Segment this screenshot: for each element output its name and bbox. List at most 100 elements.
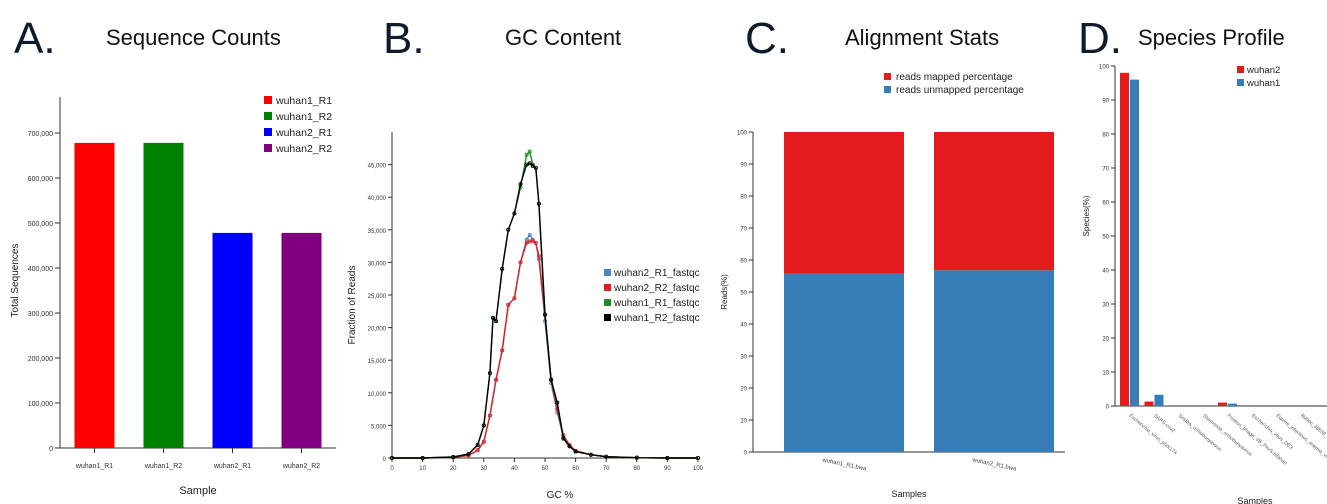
legend-label: wuhan2 — [1246, 65, 1280, 76]
y-tick-label: 40 — [740, 323, 747, 329]
x-tick-label: 10 — [419, 466, 426, 472]
bar — [1130, 79, 1139, 406]
data-point — [512, 211, 517, 216]
bar-mapped — [934, 132, 1054, 271]
data-point — [451, 455, 456, 460]
data-point — [494, 319, 499, 324]
y-tick-label: 700,000 — [28, 131, 53, 138]
legend-swatch — [1237, 66, 1244, 73]
x-axis-label: Sample — [179, 485, 216, 497]
y-tick-label: 45,000 — [368, 164, 387, 170]
legend-label: wuhan2_R1 — [275, 127, 332, 139]
y-tick-label: 50 — [1102, 235, 1109, 241]
data-point — [527, 233, 532, 238]
data-point — [390, 455, 395, 460]
data-point — [561, 436, 566, 441]
y-axis-label: Species(%) — [1082, 195, 1091, 236]
y-tick-label: 15,000 — [368, 359, 387, 365]
x-tick-label: 90 — [664, 466, 671, 472]
x-tick-label: 50 — [542, 466, 549, 472]
chart-title: GC Content — [505, 25, 622, 50]
series-line — [392, 162, 698, 459]
y-tick-label: 0 — [744, 451, 748, 457]
y-tick-label: 60 — [1102, 201, 1109, 207]
y-tick-label: 10,000 — [368, 392, 387, 398]
legend-label: reads mapped percentage — [896, 72, 1013, 83]
x-tick-label: 0 — [390, 466, 394, 472]
panel-gc-content: B. GC Content 0 5,000 10,000 15,000 20,000 25… — [345, 0, 715, 504]
data-point — [536, 201, 541, 206]
chart-title: Sequence Counts — [106, 25, 281, 50]
x-axis-label: Samples — [1237, 496, 1273, 504]
x-tick-label: SARS-cov2 — [1152, 413, 1176, 434]
data-point — [466, 452, 471, 457]
legend-label: wuhan1_R2 — [275, 111, 332, 123]
y-axis-label: Reads(%) — [720, 274, 729, 310]
y-tick-label: 600,000 — [28, 176, 53, 183]
gc-content-chart: 0 5,000 10,000 15,000 20,000 25,000 30,000 35,0… — [347, 132, 704, 501]
x-tick-label: 70 — [603, 466, 610, 472]
x-tick-label: Escherichia_virus_DE3 — [1250, 413, 1294, 451]
data-point — [506, 302, 511, 307]
data-point — [475, 442, 480, 447]
y-tick-label: 200,000 — [28, 356, 53, 363]
sequence-counts-chart: 0 100,000 200,000 300,000 400,000 500,000 600,… — [10, 95, 336, 497]
y-tick-label: 80 — [740, 195, 747, 201]
x-tick-label: Shamonda_orthobunyavirus — [1201, 413, 1253, 458]
x-tick-label: wuhan1_R1.bwa — [821, 457, 868, 473]
x-tick-label: Escherichia_virus_phiX174 — [1128, 413, 1178, 457]
y-axis-label: Total Sequences — [10, 244, 21, 318]
data-point — [500, 266, 505, 271]
y-tick-label: 35,000 — [368, 229, 387, 235]
data-point — [527, 149, 532, 154]
data-point — [555, 400, 560, 405]
y-tick-label: 70 — [740, 227, 747, 233]
data-point — [567, 444, 572, 449]
x-tick-label: 20 — [450, 466, 457, 472]
y-tick-label: 40,000 — [368, 196, 387, 202]
y-tick-label: 5,000 — [371, 424, 387, 430]
data-point — [518, 182, 523, 187]
legend-swatch — [264, 112, 272, 120]
bar — [1120, 72, 1129, 407]
x-tick-label: wuhan2_R2 — [282, 463, 320, 470]
bar — [281, 232, 322, 448]
x-tick-label: wuhan2_R1 — [213, 463, 251, 470]
y-tick-label: 300,000 — [28, 311, 53, 318]
legend-swatch — [1237, 79, 1244, 86]
data-point — [530, 163, 535, 168]
y-tick-label: 30 — [740, 355, 747, 361]
y-tick-label: 20,000 — [368, 327, 387, 333]
legend-label: reads unmapped percentage — [896, 85, 1024, 96]
legend-label: wuhan1_R1 — [275, 95, 332, 107]
x-tick-label: wuhan1_R2 — [144, 463, 182, 470]
y-tick-label: 90 — [740, 163, 747, 169]
y-tick-label: 30 — [1102, 303, 1109, 309]
y-tick-label: 25,000 — [368, 294, 387, 300]
x-tick-label: 80 — [633, 466, 640, 472]
legend-swatch — [264, 128, 272, 136]
x-tick-label: wuhan2_R1.bwa — [971, 457, 1018, 473]
legend-swatch — [264, 96, 272, 104]
panel-letter: C. — [745, 14, 789, 63]
panel-letter: D. — [1078, 14, 1122, 63]
species-profile-chart: 0 10 20 30 40 50 60 70 80 90 100 Escherichia_virus_… — [1082, 65, 1327, 504]
data-point — [487, 413, 492, 418]
data-point — [490, 315, 495, 320]
x-tick-label: wuhan1_R1 — [75, 463, 113, 470]
data-point — [588, 452, 593, 457]
panel-letter: B. — [383, 14, 425, 63]
data-point — [475, 448, 480, 453]
panel-letter: A. — [14, 14, 56, 63]
data-point — [512, 296, 517, 301]
x-tick-label: Sindbis_orthobunyavirus — [1177, 413, 1223, 453]
legend-swatch — [604, 284, 611, 291]
x-axis-label: Samples — [891, 489, 927, 499]
data-point — [500, 348, 505, 353]
x-tick-label: 100 — [693, 466, 704, 472]
chart-title: Alignment Stats — [845, 25, 1000, 50]
panel-alignment-stats: C. Alignment Stats 0 10 20 30 40 50 60 70 80 90 10… — [715, 0, 1085, 504]
bar-mapped — [784, 132, 904, 274]
legend-label: wuhan2_R1_fastqc — [613, 268, 700, 279]
legend-label: wuhan1_R2_fastqc — [613, 313, 700, 324]
